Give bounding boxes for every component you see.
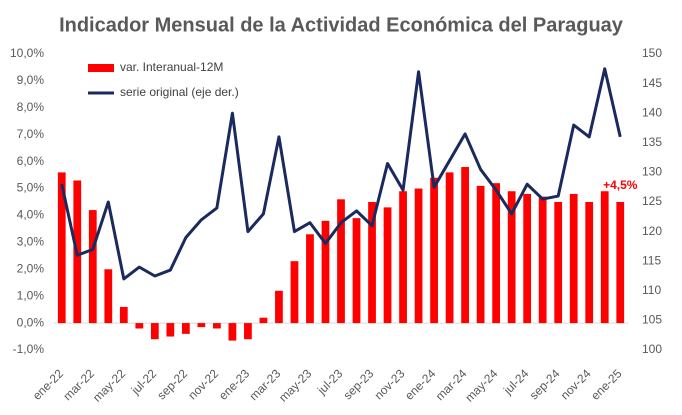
x-tick-label: ene-22	[30, 366, 67, 403]
x-tick-label: ene-24	[402, 366, 439, 403]
bar	[600, 191, 609, 324]
bar	[290, 261, 299, 324]
x-tick-label: ene-25	[588, 366, 625, 403]
y2-tick-label: 135	[642, 135, 662, 149]
bar	[135, 323, 144, 329]
bar	[88, 210, 97, 324]
x-tick-label: ene-23	[216, 366, 253, 403]
x-tick-label: sep-24	[527, 366, 563, 402]
bar	[197, 323, 206, 328]
bar	[228, 323, 237, 341]
y-tick-label: 9,0%	[17, 73, 45, 87]
bar	[414, 188, 423, 324]
bar	[352, 218, 361, 324]
x-tick-label: may-24	[462, 366, 500, 404]
x-tick-label: nov-23	[372, 366, 408, 402]
y-tick-label: 10,0%	[10, 46, 44, 60]
bar	[383, 207, 392, 324]
y2-tick-label: 120	[642, 224, 662, 238]
bar	[554, 202, 563, 324]
bar	[538, 196, 547, 324]
bar	[476, 185, 485, 324]
x-tick-label: nov-24	[558, 366, 594, 402]
bar	[213, 323, 221, 329]
bar	[430, 177, 438, 324]
x-tick-label: sep-23	[341, 366, 377, 402]
legend-label: serie original (eje der.)	[120, 85, 239, 99]
y-tick-label: 7,0%	[17, 127, 45, 141]
x-tick-label: may-23	[276, 366, 314, 404]
y-tick-label: 6,0%	[17, 154, 45, 168]
bar	[492, 183, 501, 324]
bar	[585, 202, 594, 324]
bar	[337, 199, 345, 324]
y-tick-label: 4,0%	[17, 208, 45, 222]
bar	[321, 220, 330, 324]
y2-tick-label: 145	[642, 76, 662, 90]
x-tick-label: nov-22	[185, 366, 221, 402]
y2-tick-label: 130	[642, 165, 662, 179]
bar	[523, 193, 532, 324]
legend-label: var. Interanual-12M	[120, 60, 223, 74]
legend-swatch	[88, 64, 114, 72]
bar	[119, 306, 128, 324]
bar	[306, 234, 314, 324]
bar	[259, 317, 268, 324]
y-tick-label: -1,0%	[13, 342, 45, 356]
y-tick-label: 1,0%	[17, 288, 45, 302]
bar	[150, 323, 159, 340]
y2-tick-label: 125	[642, 194, 662, 208]
x-tick-label: sep-22	[154, 366, 190, 402]
bar	[368, 202, 376, 324]
bar	[569, 193, 578, 324]
x-tick-label: may-22	[90, 366, 128, 404]
y2-tick-label: 150	[642, 46, 662, 60]
bar	[166, 323, 175, 337]
bar	[104, 269, 113, 324]
line	[60, 67, 622, 281]
bar	[275, 290, 283, 324]
bar	[181, 323, 190, 334]
y2-tick-label: 100	[642, 342, 662, 356]
chart-title: Indicador Mensual de la Actividad Económ…	[59, 14, 624, 36]
data-label: +4,5%	[603, 178, 638, 192]
y-tick-label: 0,0%	[17, 315, 45, 329]
y-tick-label: 5,0%	[17, 181, 45, 195]
y-tick-label: 3,0%	[17, 235, 45, 249]
bar	[461, 167, 469, 324]
y-tick-label: 2,0%	[17, 261, 45, 275]
y2-tick-label: 140	[642, 105, 662, 119]
bar	[399, 191, 407, 324]
y2-tick-label: 115	[642, 253, 661, 267]
bar	[244, 323, 252, 340]
y2-tick-label: 110	[642, 283, 661, 297]
y2-tick-label: 105	[642, 313, 662, 327]
bar	[507, 191, 516, 324]
bar	[616, 202, 625, 324]
bar	[57, 172, 66, 324]
bar	[445, 172, 454, 324]
y-tick-label: 8,0%	[17, 100, 45, 114]
